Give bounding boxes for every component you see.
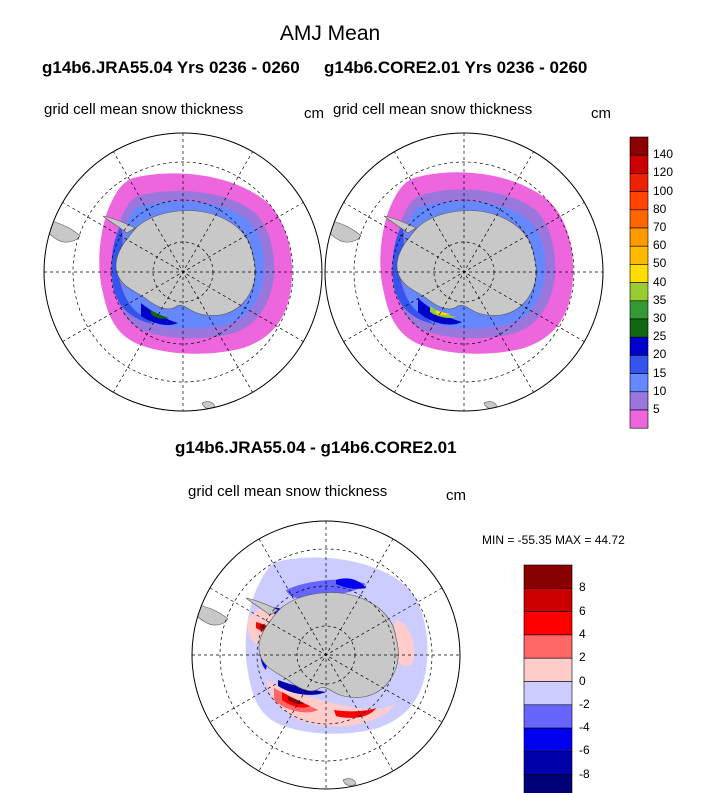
mean-colorbar-label: 5 — [653, 402, 660, 416]
mean-colorbar-label: 10 — [653, 383, 667, 398]
left-variable-label: grid cell mean snow thickness — [44, 101, 244, 118]
mean-colorbar-label: 80 — [653, 201, 667, 216]
right-units-label: cm — [591, 105, 611, 122]
mean-colorbar-swatch-4 — [629, 209, 649, 229]
mean-colorbar-label: 25 — [653, 329, 667, 344]
mean-colorbar-label: 140 — [653, 147, 674, 162]
mean-colorbar-swatch-8 — [629, 282, 649, 302]
difference-colorbar-label: -4 — [579, 720, 590, 735]
mean-colorbar-swatch-14 — [629, 391, 649, 411]
mean-colorbar-label: 100 — [653, 183, 674, 198]
mean-colorbar-swatch-3 — [629, 191, 649, 211]
mean-colorbar-swatch-9 — [629, 300, 649, 320]
right-map — [325, 133, 603, 411]
difference-variable-label: grid cell mean snow thickness — [188, 483, 388, 500]
right-variable-label: grid cell mean snow thickness — [333, 101, 533, 118]
right-map-border — [324, 132, 604, 412]
mean-colorbar-swatch-12 — [629, 355, 649, 374]
difference-colorbar-label: 2 — [579, 650, 586, 665]
difference-colorbar-swatch-8 — [523, 751, 573, 776]
mean-colorbar-swatch-5 — [629, 227, 649, 247]
mean-colorbar-label: 35 — [653, 292, 667, 307]
difference-colorbar-swatch-4 — [523, 657, 573, 682]
mean-colorbar-label: 20 — [653, 347, 667, 362]
difference-units-label: cm — [446, 487, 466, 504]
left-map-border — [43, 132, 323, 412]
left-units-label: cm — [304, 105, 324, 122]
difference-colorbar-label: -8 — [579, 766, 590, 781]
difference-colorbar — [523, 564, 573, 793]
difference-colorbar-swatch-5 — [523, 681, 573, 706]
mean-colorbar-swatch-15 — [629, 409, 649, 429]
mean-colorbar-swatch-0 — [629, 136, 649, 156]
difference-map — [192, 521, 460, 789]
difference-colorbar-label: 4 — [579, 626, 586, 641]
mean-colorbar-swatch-11 — [629, 336, 649, 356]
main-title: AMJ Mean — [279, 22, 381, 45]
mean-colorbar-swatch-6 — [629, 245, 649, 265]
mean-colorbar-swatch-13 — [629, 373, 649, 393]
left-panel-header: g14b6.JRA55.04 Yrs 0236 - 0260 — [42, 58, 300, 77]
right-panel-header: g14b6.CORE2.01 Yrs 0236 - 0260 — [324, 58, 588, 77]
difference-colorbar-swatch-3 — [523, 634, 573, 659]
difference-colorbar-label: 0 — [579, 673, 586, 688]
mean-colorbar-swatch-10 — [629, 318, 649, 338]
mean-colorbar-label: 30 — [653, 311, 667, 325]
difference-colorbar-swatch-0 — [523, 564, 573, 589]
difference-min-max: MIN = -55.35 MAX = 44.72 — [482, 533, 625, 547]
difference-colorbar-swatch-2 — [523, 611, 573, 636]
difference-colorbar-label: 6 — [579, 603, 586, 618]
mean-colorbar-swatch-7 — [629, 264, 649, 283]
mean-colorbar-label: 60 — [653, 238, 667, 253]
mean-colorbar — [629, 136, 649, 429]
difference-colorbar-swatch-1 — [523, 587, 573, 612]
mean-colorbar-swatch-2 — [629, 173, 649, 192]
difference-colorbar-swatch-6 — [523, 704, 573, 729]
mean-colorbar-label: 50 — [653, 256, 667, 271]
mean-colorbar-swatch-1 — [629, 154, 649, 174]
difference-colorbar-swatch-7 — [523, 727, 573, 752]
mean-colorbar-label: 15 — [653, 365, 667, 380]
mean-colorbar-label: 70 — [653, 220, 667, 234]
mean-colorbar-label: 40 — [653, 274, 667, 289]
difference-colorbar-swatch-9 — [523, 774, 573, 793]
mean-colorbar-label: 120 — [653, 165, 674, 180]
difference-colorbar-label: -6 — [579, 743, 590, 758]
difference-header: g14b6.JRA55.04 - g14b6.CORE2.01 — [175, 438, 457, 457]
difference-map-border — [191, 520, 461, 790]
difference-colorbar-label: 8 — [579, 580, 586, 595]
difference-colorbar-label: -2 — [579, 696, 590, 711]
left-map — [44, 133, 322, 411]
